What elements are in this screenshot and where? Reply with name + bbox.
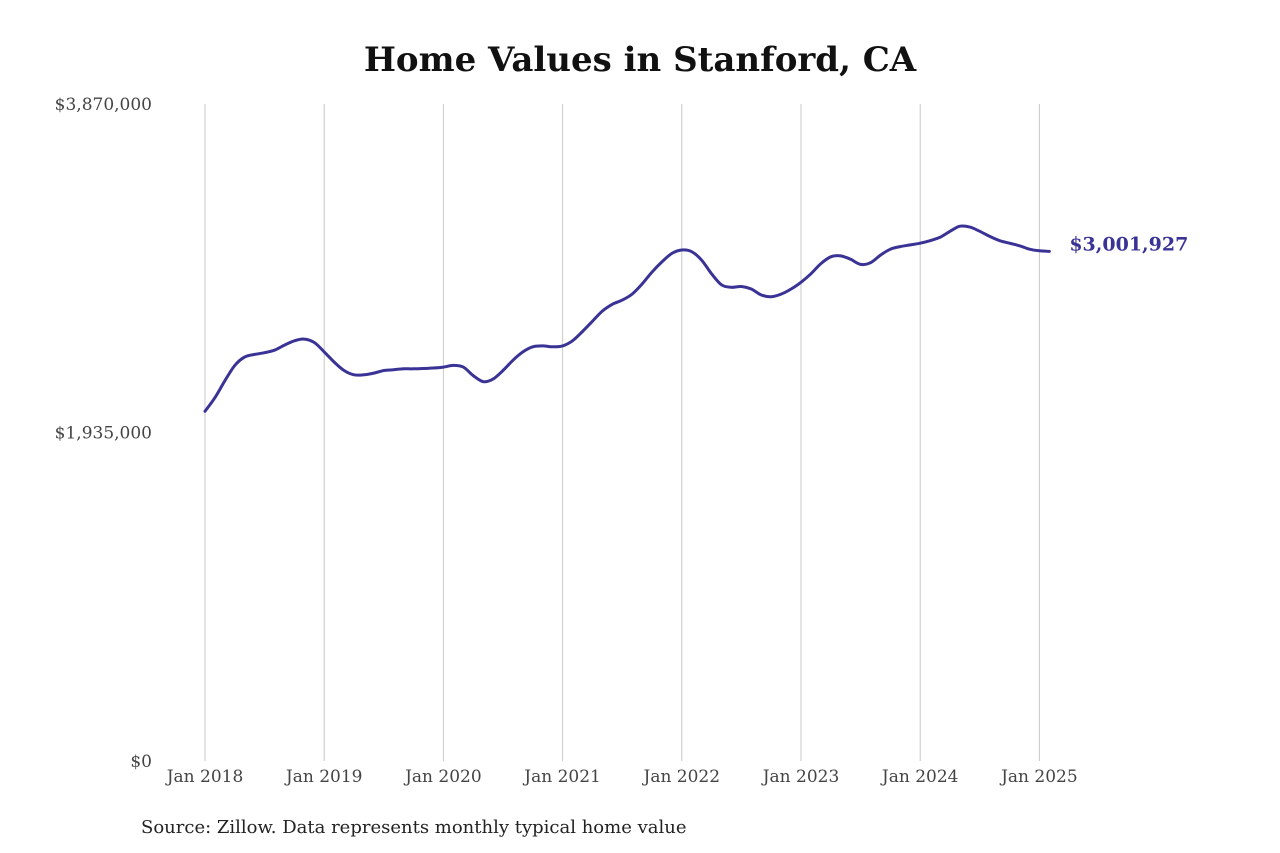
x-tick-label: Jan 2020 xyxy=(403,767,482,787)
y-axis: $0 $1,935,000 $3,870,000 xyxy=(55,95,152,772)
x-tick-label: Jan 2024 xyxy=(880,767,959,787)
series-line xyxy=(203,224,1051,413)
y-tick-label: $3,870,000 xyxy=(55,95,152,115)
chart-title: Home Values in Stanford, CA xyxy=(363,40,917,80)
x-tick-label: Jan 2023 xyxy=(761,767,840,787)
x-tick-label: Jan 2019 xyxy=(284,767,363,787)
end-value-label: $3,001,927 xyxy=(1069,233,1188,255)
y-tick-label: $1,935,000 xyxy=(55,424,152,444)
x-tick-label: Jan 2022 xyxy=(642,767,721,787)
source-note: Source: Zillow. Data represents monthly … xyxy=(141,817,687,838)
x-tick-label: Jan 2021 xyxy=(522,767,601,787)
x-tick-label: Jan 2018 xyxy=(165,767,244,787)
grid-lines xyxy=(204,104,1040,761)
y-tick-label: $0 xyxy=(130,752,152,772)
x-axis: Jan 2018 Jan 2019 Jan 2020 Jan 2021 Jan 2022… xyxy=(165,767,1078,787)
x-tick-label: Jan 2025 xyxy=(999,767,1078,787)
